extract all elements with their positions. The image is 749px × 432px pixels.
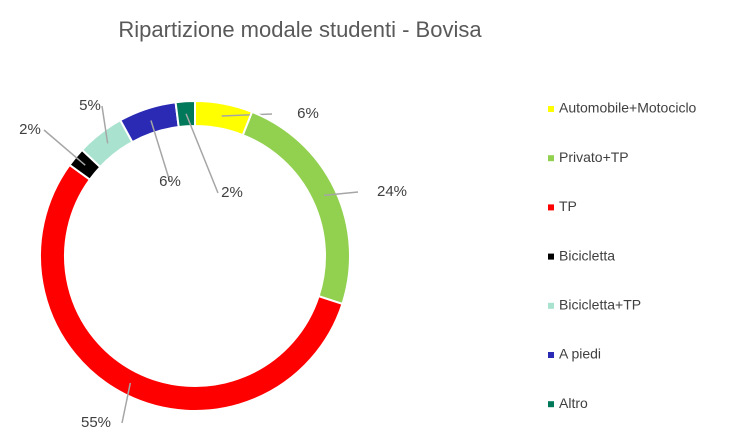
data-label: 5%: [79, 97, 101, 114]
legend-swatch: [548, 302, 554, 309]
legend-swatch: [548, 155, 554, 162]
leader-line: [121, 382, 132, 424]
legend-label: Bicicletta: [559, 247, 615, 263]
data-label: 6%: [159, 173, 181, 190]
donut-slice: [39, 163, 344, 412]
data-label: 6%: [297, 105, 319, 122]
leader-line: [150, 120, 171, 183]
leader-line: [185, 113, 219, 194]
donut-slice: [174, 99, 196, 129]
legend-label: Bicicletta+TP: [559, 297, 641, 313]
data-label: 2%: [19, 121, 41, 138]
leader-line: [101, 105, 109, 144]
legend-swatch: [548, 106, 554, 112]
donut-slice: [194, 99, 254, 137]
data-label: 2%: [221, 184, 243, 201]
legend-label: Automobile+Motociclo: [559, 100, 697, 116]
legend-swatch: [548, 204, 554, 211]
chart-title: Ripartizione modale studenti - Bovisa: [118, 17, 482, 42]
data-label: 55%: [81, 414, 111, 431]
leader-line: [43, 129, 86, 166]
donut-slice: [118, 101, 180, 144]
data-label: 24%: [377, 183, 407, 200]
legend-label: A piedi: [559, 346, 601, 362]
leader-line: [323, 191, 359, 197]
donut-slice: [241, 110, 351, 306]
legend-label: Privato+TP: [559, 149, 629, 165]
legend-swatch: [548, 352, 554, 358]
legend-swatch: [548, 401, 554, 408]
legend-swatch: [548, 253, 554, 260]
leader-line: [221, 113, 273, 117]
legend-label: Altro: [559, 395, 588, 411]
legend-label: TP: [559, 198, 577, 214]
